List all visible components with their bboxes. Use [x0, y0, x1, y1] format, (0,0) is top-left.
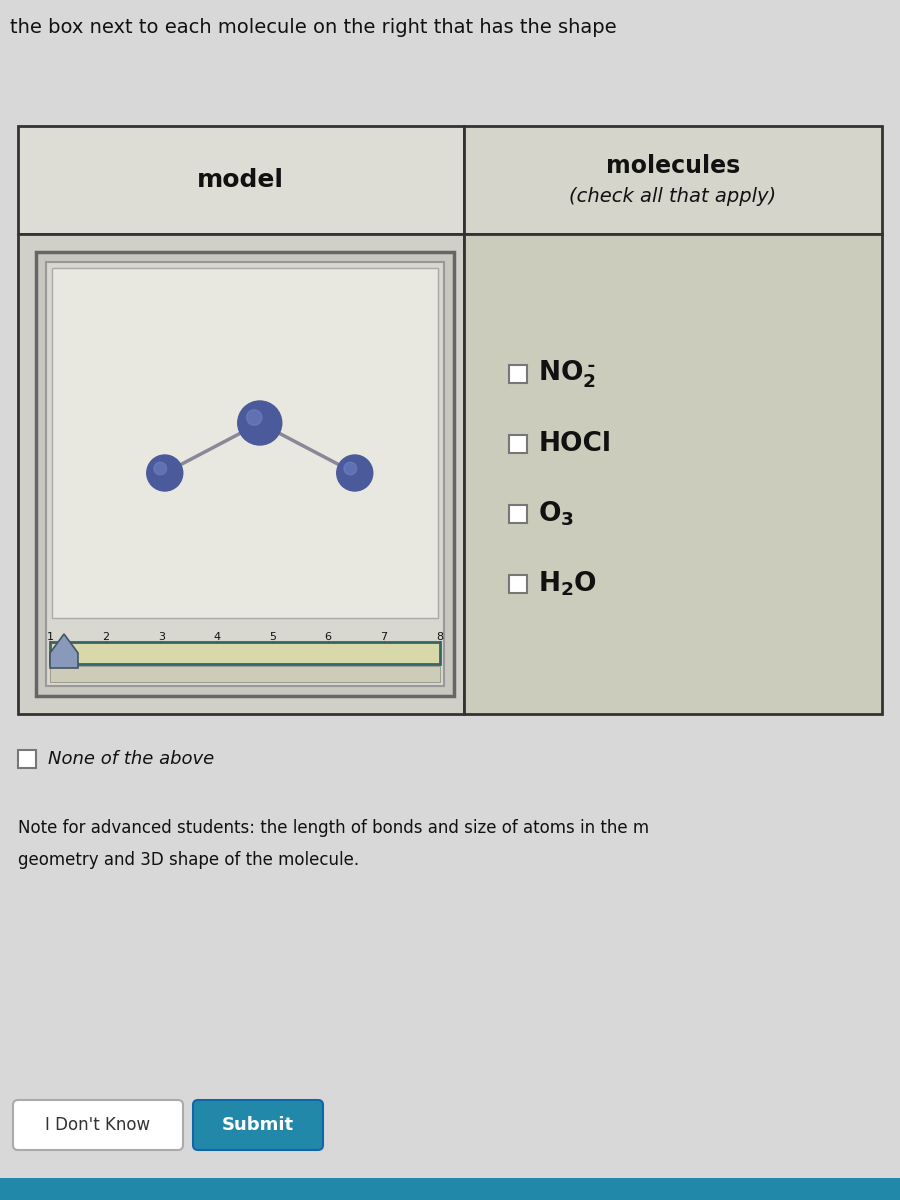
- Text: the box next to each molecule on the right that has the shape: the box next to each molecule on the rig…: [10, 18, 616, 37]
- Circle shape: [247, 409, 262, 425]
- Bar: [508, 505, 526, 523]
- Bar: [508, 434, 526, 452]
- Text: 1: 1: [47, 632, 53, 642]
- Text: 6: 6: [325, 632, 332, 642]
- Bar: [36, 252, 454, 696]
- Text: model: model: [197, 168, 284, 192]
- Bar: [50, 642, 439, 664]
- Polygon shape: [50, 634, 78, 668]
- Text: 4: 4: [213, 632, 220, 642]
- Text: geometry and 3D shape of the molecule.: geometry and 3D shape of the molecule.: [18, 851, 359, 869]
- Text: $\mathregular{H_2O}$: $\mathregular{H_2O}$: [538, 570, 598, 599]
- Bar: [18, 126, 464, 234]
- Circle shape: [238, 401, 282, 445]
- Bar: [18, 234, 464, 714]
- Bar: [0, 1178, 900, 1200]
- Bar: [50, 666, 439, 682]
- Text: molecules: molecules: [606, 154, 740, 178]
- Bar: [508, 575, 526, 593]
- Circle shape: [147, 455, 183, 491]
- Text: $\mathregular{O_3}$: $\mathregular{O_3}$: [538, 499, 574, 528]
- Text: 3: 3: [158, 632, 165, 642]
- Text: $\mathregular{NO_2^{\ \bar{\,}}}$: $\mathregular{NO_2^{\ \bar{\,}}}$: [538, 359, 597, 390]
- Circle shape: [344, 462, 356, 475]
- Bar: [464, 234, 882, 714]
- Text: (check all that apply): (check all that apply): [569, 186, 777, 205]
- Bar: [18, 750, 36, 768]
- FancyBboxPatch shape: [13, 1100, 183, 1150]
- Text: 2: 2: [102, 632, 109, 642]
- Circle shape: [337, 455, 373, 491]
- FancyBboxPatch shape: [193, 1100, 323, 1150]
- Bar: [508, 365, 526, 383]
- Text: 8: 8: [436, 632, 443, 642]
- Text: 7: 7: [381, 632, 387, 642]
- Text: I Don't Know: I Don't Know: [45, 1116, 150, 1134]
- Text: Note for advanced students: the length of bonds and size of atoms in the m: Note for advanced students: the length o…: [18, 818, 649, 838]
- Text: None of the above: None of the above: [48, 750, 214, 768]
- Bar: [464, 126, 882, 234]
- Text: 5: 5: [269, 632, 276, 642]
- Text: HOCl: HOCl: [538, 431, 611, 457]
- Text: Submit: Submit: [222, 1116, 294, 1134]
- Bar: [46, 262, 444, 686]
- Bar: [52, 268, 437, 618]
- Circle shape: [154, 462, 166, 475]
